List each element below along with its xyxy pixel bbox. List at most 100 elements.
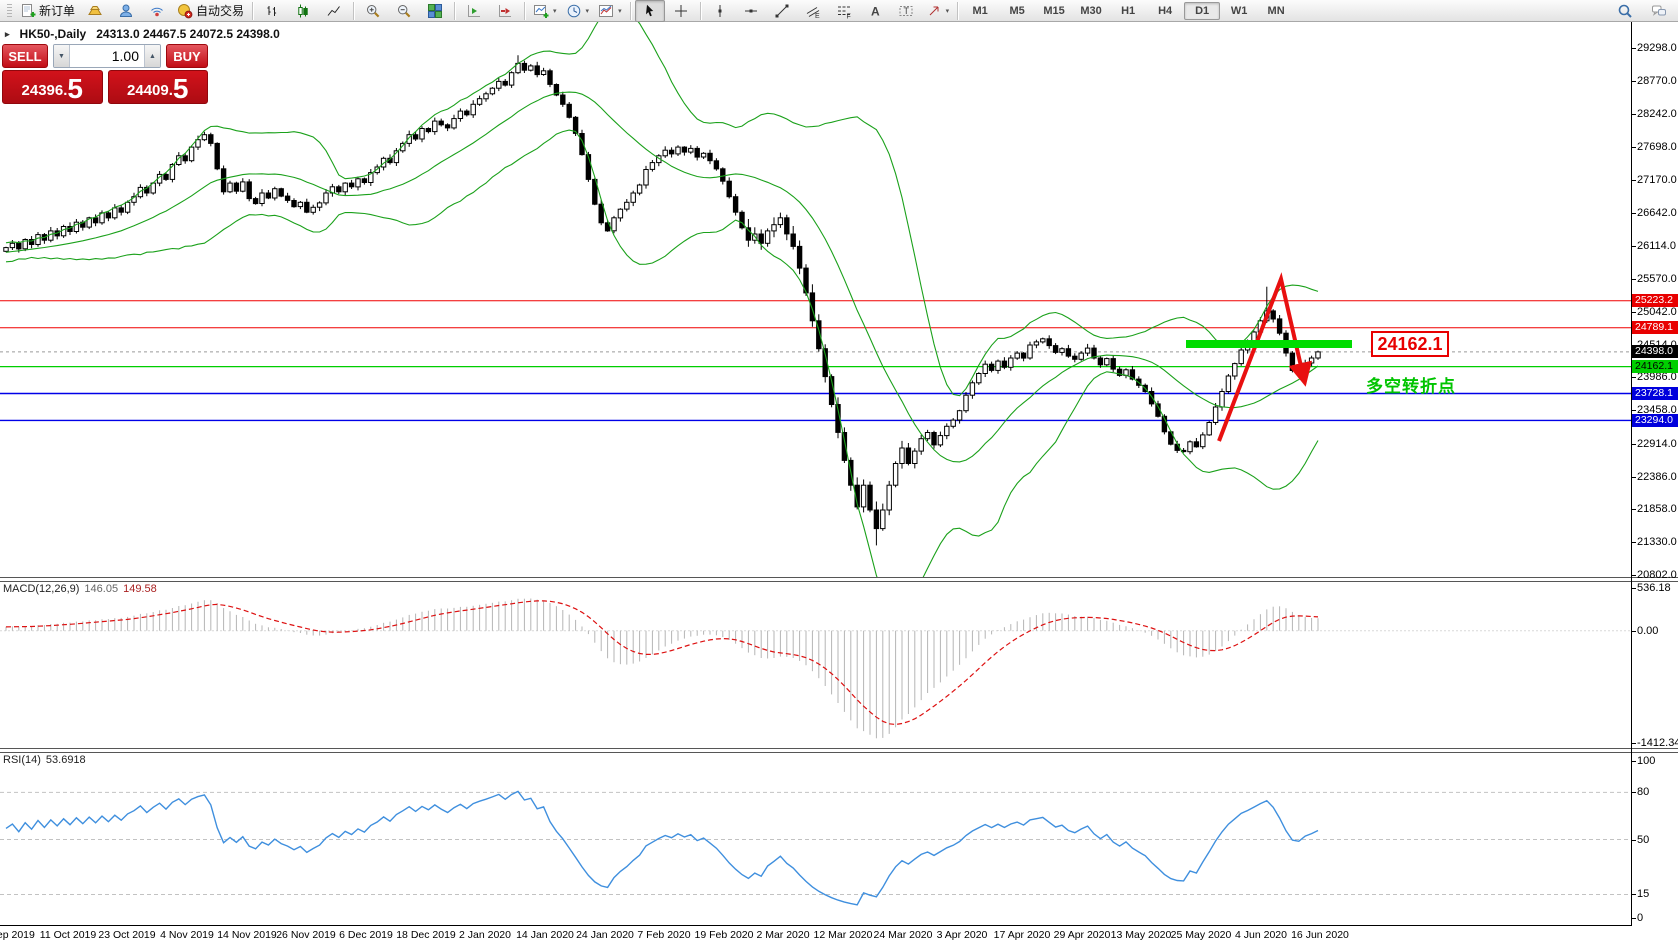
candlestick-button[interactable]: [288, 0, 318, 22]
trendline-button[interactable]: [767, 0, 797, 22]
pane-splitter-rsi[interactable]: [0, 748, 1678, 753]
toolbar-grip: [7, 3, 12, 18]
profile-button[interactable]: [111, 0, 141, 22]
toolbar-separator: [699, 1, 701, 20]
deposit-icon: [87, 3, 103, 19]
price-tick: 22914.0: [1632, 437, 1677, 450]
fibonacci-button[interactable]: F: [829, 0, 859, 22]
text-button[interactable]: A: [860, 0, 890, 22]
chat-button[interactable]: [1644, 0, 1674, 22]
volume-input[interactable]: [70, 45, 144, 67]
zoom-in-icon: [365, 3, 381, 19]
price-tick: -1412.34: [1631, 737, 1678, 749]
price-tick: 26114.0: [1632, 239, 1676, 252]
price-badge: 24162.1: [1632, 360, 1678, 373]
search-button[interactable]: [1610, 0, 1640, 22]
price-badge: 24789.1: [1632, 321, 1678, 334]
main-chart-canvas[interactable]: [0, 22, 1631, 577]
crosshair-icon: [673, 3, 689, 19]
price-label-object[interactable]: 24162.1: [1371, 331, 1449, 357]
line-chart-button[interactable]: [319, 0, 349, 22]
reversal-point-note[interactable]: 多空转折点: [1366, 377, 1456, 396]
indicators-add-icon: [533, 3, 549, 19]
price-tick: 22386.0: [1632, 470, 1677, 483]
zoom-out-button[interactable]: [389, 0, 419, 22]
tf-m1-label: M1: [972, 4, 988, 17]
equidistant-channel-icon: E: [805, 3, 821, 19]
macd-name: MACD(12,26,9): [3, 583, 80, 595]
tf-w1-label: W1: [1230, 4, 1248, 17]
rsi-indicator-label: RSI(14) 53.6918: [3, 754, 86, 766]
auto-trading-button[interactable]: 自动交易: [173, 0, 248, 22]
rsi-chart-canvas[interactable]: [0, 751, 1631, 925]
buy-button[interactable]: BUY: [166, 44, 208, 68]
auto-scroll-button[interactable]: [490, 0, 520, 22]
chart-shift-button[interactable]: [459, 0, 489, 22]
arrows-button[interactable]: ▾: [922, 0, 954, 22]
svg-text:A: A: [871, 4, 880, 18]
sell-price-button[interactable]: 24396. 5: [2, 70, 103, 104]
vertical-line-button[interactable]: [705, 0, 735, 22]
price-tick: 25042.0: [1632, 305, 1677, 318]
price-badge: 24398.0: [1632, 345, 1678, 358]
tf-m15-label: M15: [1043, 4, 1065, 17]
buy-price-button[interactable]: 24409. 5: [107, 70, 208, 105]
date-label: 16 Jun 2020: [1291, 929, 1349, 941]
price-tick: 80: [1631, 786, 1650, 799]
date-label: 29 Apr 2020: [1053, 929, 1111, 941]
macd-chart-canvas[interactable]: [0, 580, 1631, 748]
price-tick: 28242.0: [1632, 107, 1677, 120]
price-badge: 23728.1: [1632, 387, 1678, 400]
date-label: 18 Dec 2019: [396, 929, 456, 941]
crosshair-button[interactable]: [666, 0, 696, 22]
zoom-in-button[interactable]: [358, 0, 388, 22]
macd-main-value: 146.05: [84, 583, 119, 595]
tf-d1-label: D1: [1195, 4, 1210, 17]
chart-symbol-label: HK50-,Daily: [19, 27, 87, 41]
templates-button[interactable]: ▾: [594, 0, 626, 22]
date-label: 2 Jan 2020: [459, 929, 511, 941]
periods-button[interactable]: ▾: [562, 0, 594, 22]
tf-mn-button[interactable]: MN: [1258, 2, 1294, 20]
tf-m30-button[interactable]: M30: [1073, 2, 1109, 20]
volume-decrease-icon[interactable]: ▼: [54, 45, 70, 67]
tf-w1-button[interactable]: W1: [1221, 2, 1257, 20]
tf-m5-button[interactable]: M5: [999, 2, 1035, 20]
signals-button[interactable]: [142, 0, 172, 22]
horizontal-line-button[interactable]: [736, 0, 766, 22]
toolbar-separator: [524, 1, 526, 20]
search-icon: [1617, 3, 1633, 19]
tf-m1-button[interactable]: M1: [962, 2, 998, 20]
tf-h4-button[interactable]: H4: [1147, 2, 1183, 20]
text-icon: A: [867, 3, 883, 19]
fibonacci-icon: F: [836, 3, 852, 19]
deposit-button[interactable]: [80, 0, 110, 22]
text-label-button[interactable]: T: [891, 0, 921, 22]
chevron-down-icon: ▾: [618, 7, 622, 15]
equidistant-channel-button[interactable]: E: [798, 0, 828, 22]
pane-splitter-macd[interactable]: [0, 577, 1678, 582]
svg-text:F: F: [846, 13, 850, 19]
date-label: 23 Oct 2019: [98, 929, 156, 941]
support-bar-object[interactable]: [1186, 340, 1352, 348]
date-label: 6 Dec 2019: [339, 929, 393, 941]
chart-title: ▸ HK50-,Daily 24313.0 24467.5 24072.5 24…: [5, 27, 280, 41]
tf-d1-button[interactable]: D1: [1184, 1, 1221, 20]
date-label: 2 Mar 2020: [756, 929, 810, 941]
price-tick: 23986.0: [1632, 371, 1677, 384]
buy-price-pips: 5: [172, 73, 189, 105]
cursor-button[interactable]: [634, 0, 665, 22]
bar-chart-button[interactable]: [257, 0, 287, 22]
tile-windows-button[interactable]: [420, 0, 450, 22]
tf-h1-button[interactable]: H1: [1110, 2, 1146, 20]
tf-m15-button[interactable]: M15: [1036, 2, 1072, 20]
macd-indicator-label: MACD(12,26,9) 146.05 149.58: [3, 583, 157, 595]
price-tick: 100: [1631, 755, 1656, 767]
line-chart-icon: [326, 3, 342, 19]
one-click-trading-panel: SELL ▼ ▲ BUY 24396. 5 24409. 5: [2, 44, 208, 104]
volume-increase-icon[interactable]: ▲: [144, 45, 160, 67]
price-tick: 0: [1631, 912, 1644, 924]
new-order-button[interactable]: 新订单: [16, 0, 79, 22]
sell-button[interactable]: SELL: [2, 44, 48, 68]
indicators-add-button[interactable]: ▾: [529, 0, 561, 22]
